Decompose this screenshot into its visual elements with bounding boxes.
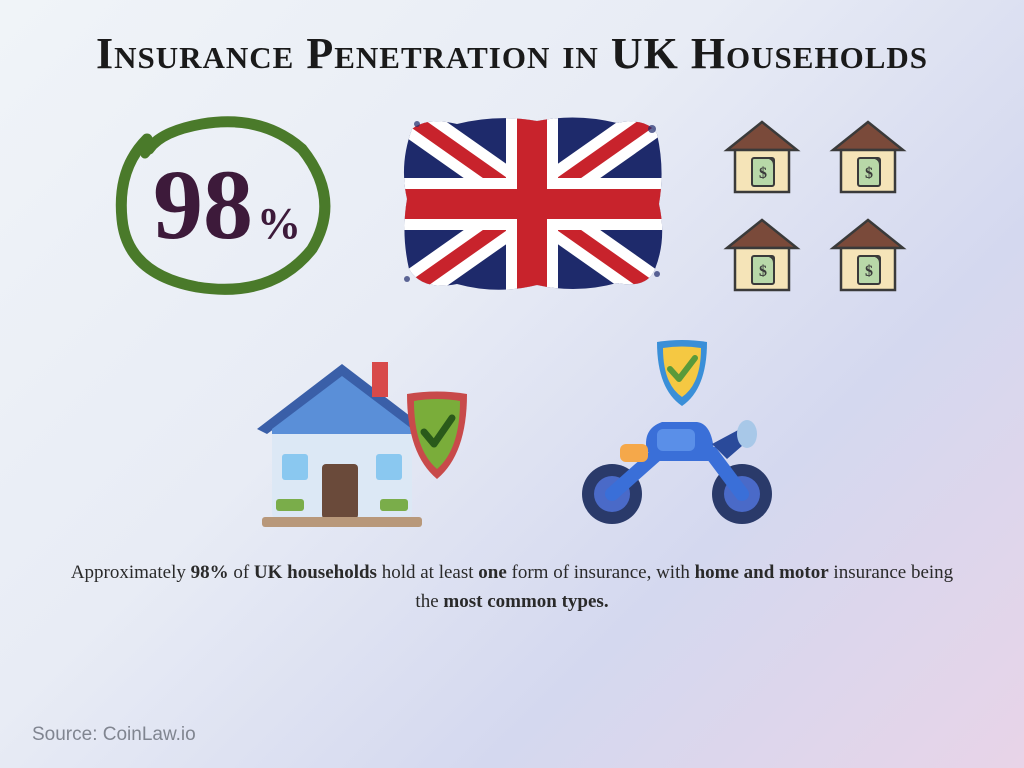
svg-text:$: $ [865,263,873,280]
house-money-icon: $ [823,210,913,296]
svg-text:$: $ [865,165,873,182]
stat-number: 98% [153,147,301,262]
caption-text: hold at least [377,562,478,583]
house-money-icon: $ [717,210,807,296]
bottom-row [0,334,1024,534]
uk-flag-icon [397,109,667,299]
caption-text: of [229,562,254,583]
source-text: Source: CoinLaw.io [32,724,196,746]
house-money-icon: $ [717,112,807,198]
caption: Approximately 98% of UK households hold … [0,559,1024,616]
svg-text:$: $ [759,165,767,182]
caption-bold: home and motor [695,562,829,583]
caption-bold: 98% [191,562,229,583]
page-title: Insurance Penetration in UK Households [0,0,1024,79]
houses-grid: $ $ $ $ [717,112,917,296]
hero-row: 98% [0,104,1024,304]
stat-value: 98 [153,147,253,262]
house-money-icon: $ [823,112,913,198]
svg-text:$: $ [759,263,767,280]
caption-bold: UK households [254,562,377,583]
caption-bold: one [478,562,507,583]
motor-insurance-icon [562,334,792,534]
caption-text: form of insurance, with [507,562,695,583]
stat-circle: 98% [107,104,347,304]
caption-text: Approximately [71,562,191,583]
caption-bold: most common types. [443,591,608,612]
stat-unit: % [257,198,301,249]
home-insurance-icon [232,334,482,534]
